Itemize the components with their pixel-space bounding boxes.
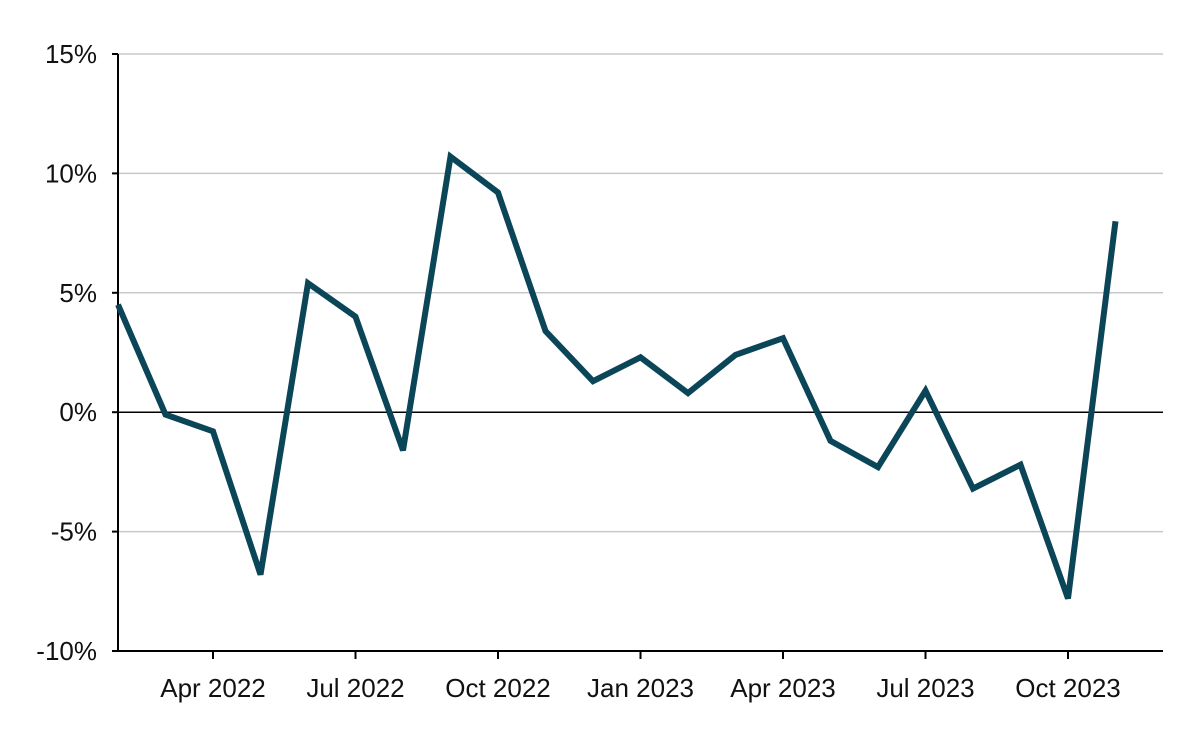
- y-tick-label: 15%: [45, 39, 97, 69]
- y-tick-label: -10%: [36, 636, 97, 666]
- x-tick-label: Oct 2023: [1015, 673, 1121, 703]
- x-tick-label: Apr 2022: [160, 673, 266, 703]
- x-tick-label: Oct 2022: [445, 673, 551, 703]
- y-tick-label: 5%: [59, 278, 97, 308]
- tick-labels: -10% -5% 0% 5% 10% 15% Apr 2022 Jul 2022 Oct 202…: [36, 39, 1120, 703]
- axes: [112, 53, 1163, 659]
- x-tick-label: Jan 2023: [587, 673, 694, 703]
- gridlines: [118, 53, 1163, 533]
- y-tick-label: -5%: [51, 517, 97, 547]
- series-layer: [115, 151, 1119, 600]
- y-tick-label: 0%: [59, 397, 97, 427]
- x-tick-label: Jul 2023: [876, 673, 974, 703]
- x-tick-label: Apr 2023: [730, 673, 836, 703]
- x-tick-label: Jul 2022: [306, 673, 404, 703]
- y-tick-label: 10%: [45, 158, 97, 188]
- series-line: [115, 151, 1119, 600]
